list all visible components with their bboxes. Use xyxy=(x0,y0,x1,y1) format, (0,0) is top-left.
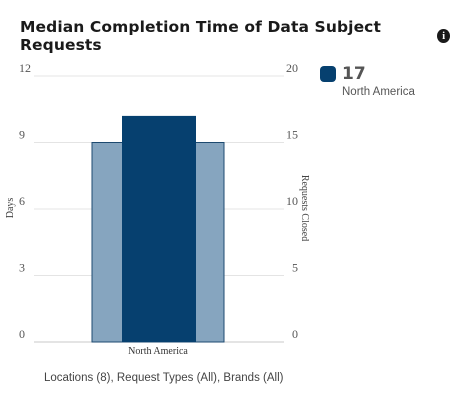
y-tick-label-right: 5 xyxy=(292,261,298,275)
filter-summary[interactable]: Locations (8), Request Types (All), Bran… xyxy=(44,372,284,384)
legend-item[interactable]: 17 xyxy=(320,64,415,84)
y-tick-label-right: 10 xyxy=(286,194,298,208)
legend-label: North America xyxy=(342,86,415,98)
y-tick-label-right: 20 xyxy=(286,61,298,75)
y-tick-label-left: 9 xyxy=(19,128,25,142)
bar-requests-closed xyxy=(122,115,196,343)
legend: 17 North America xyxy=(320,64,415,98)
y-tick-label-left: 3 xyxy=(19,261,25,275)
legend-value: 17 xyxy=(342,64,366,84)
chart-title-row: Median Completion Time of Data Subject R… xyxy=(20,18,450,54)
y-tick-label-left: 0 xyxy=(19,327,25,341)
y-tick-label-left: 12 xyxy=(19,61,31,75)
y-axis-title-left: Days xyxy=(5,198,16,219)
y-tick-label-left: 6 xyxy=(19,194,25,208)
y-axis-title-right: Requests Closed xyxy=(299,175,310,241)
info-icon[interactable]: i xyxy=(437,29,450,43)
legend-swatch xyxy=(320,66,336,82)
y-tick-label-right: 0 xyxy=(292,327,298,341)
x-category-label: North America xyxy=(128,346,188,357)
y-tick-label-right: 15 xyxy=(286,128,298,142)
tick-labels: 0 3 6 9 12 0 5 10 15 20 xyxy=(19,61,298,341)
chart-title: Median Completion Time of Data Subject R… xyxy=(20,18,381,54)
bars xyxy=(91,115,225,343)
